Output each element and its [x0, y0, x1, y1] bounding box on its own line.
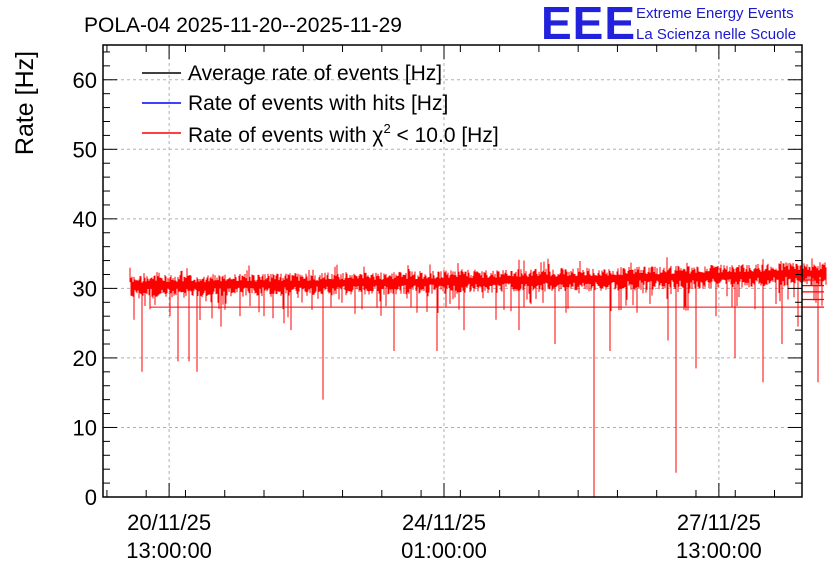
x-axis-ticks: 20/11/25 13:00:00 24/11/25 01:00:00 27/11/25… — [106, 45, 776, 563]
x-tick-date: 20/11/25 — [127, 510, 211, 535]
legend-chi-prefix: Rate of events with χ — [188, 124, 383, 147]
legend-chi-superscript: 2 — [383, 121, 390, 136]
eee-logo: EEE Extreme Energy Events La Scienza nel… — [541, 0, 796, 49]
x-tick-time: 13:00:00 — [126, 538, 212, 563]
eee-logo-line1: Extreme Energy Events — [636, 5, 794, 22]
y-tick-label: 50 — [73, 137, 97, 162]
y-tick-label: 40 — [73, 207, 97, 232]
x-tick-date: 24/11/25 — [402, 510, 486, 535]
series-chi2 — [129, 257, 827, 497]
y-tick-label: 60 — [73, 68, 97, 93]
legend: Average rate of events [Hz] Rate of even… — [142, 62, 499, 147]
y-axis-label: Rate [Hz] — [11, 51, 39, 155]
x-tick-time: 13:00:00 — [676, 538, 762, 563]
eee-logo-line2: La Scienza nelle Scuole — [636, 26, 796, 43]
legend-entry-average: Average rate of events [Hz] — [188, 62, 442, 85]
series-chi2-trace — [129, 257, 827, 497]
y-tick-label: 0 — [85, 485, 97, 510]
legend-entry-hits: Rate of events with hits [Hz] — [188, 92, 448, 115]
y-tick-label: 30 — [73, 276, 97, 301]
eee-logo-mark: EEE — [541, 0, 636, 49]
legend-entry-chi2: Rate of events with χ2 < 10.0 [Hz] — [188, 121, 499, 147]
y-axis-ticks: 0 10 20 30 40 50 60 — [73, 51, 802, 510]
plot-frame — [102, 44, 803, 498]
x-tick-date: 27/11/25 — [677, 510, 761, 535]
x-tick-time: 01:00:00 — [401, 538, 487, 563]
y-tick-label: 20 — [73, 346, 97, 371]
y-tick-label: 10 — [73, 415, 97, 440]
chart-title: POLA-04 2025-11-20--2025-11-29 — [84, 14, 402, 37]
legend-chi-suffix: < 10.0 [Hz] — [391, 124, 499, 147]
plot-border — [102, 44, 803, 498]
